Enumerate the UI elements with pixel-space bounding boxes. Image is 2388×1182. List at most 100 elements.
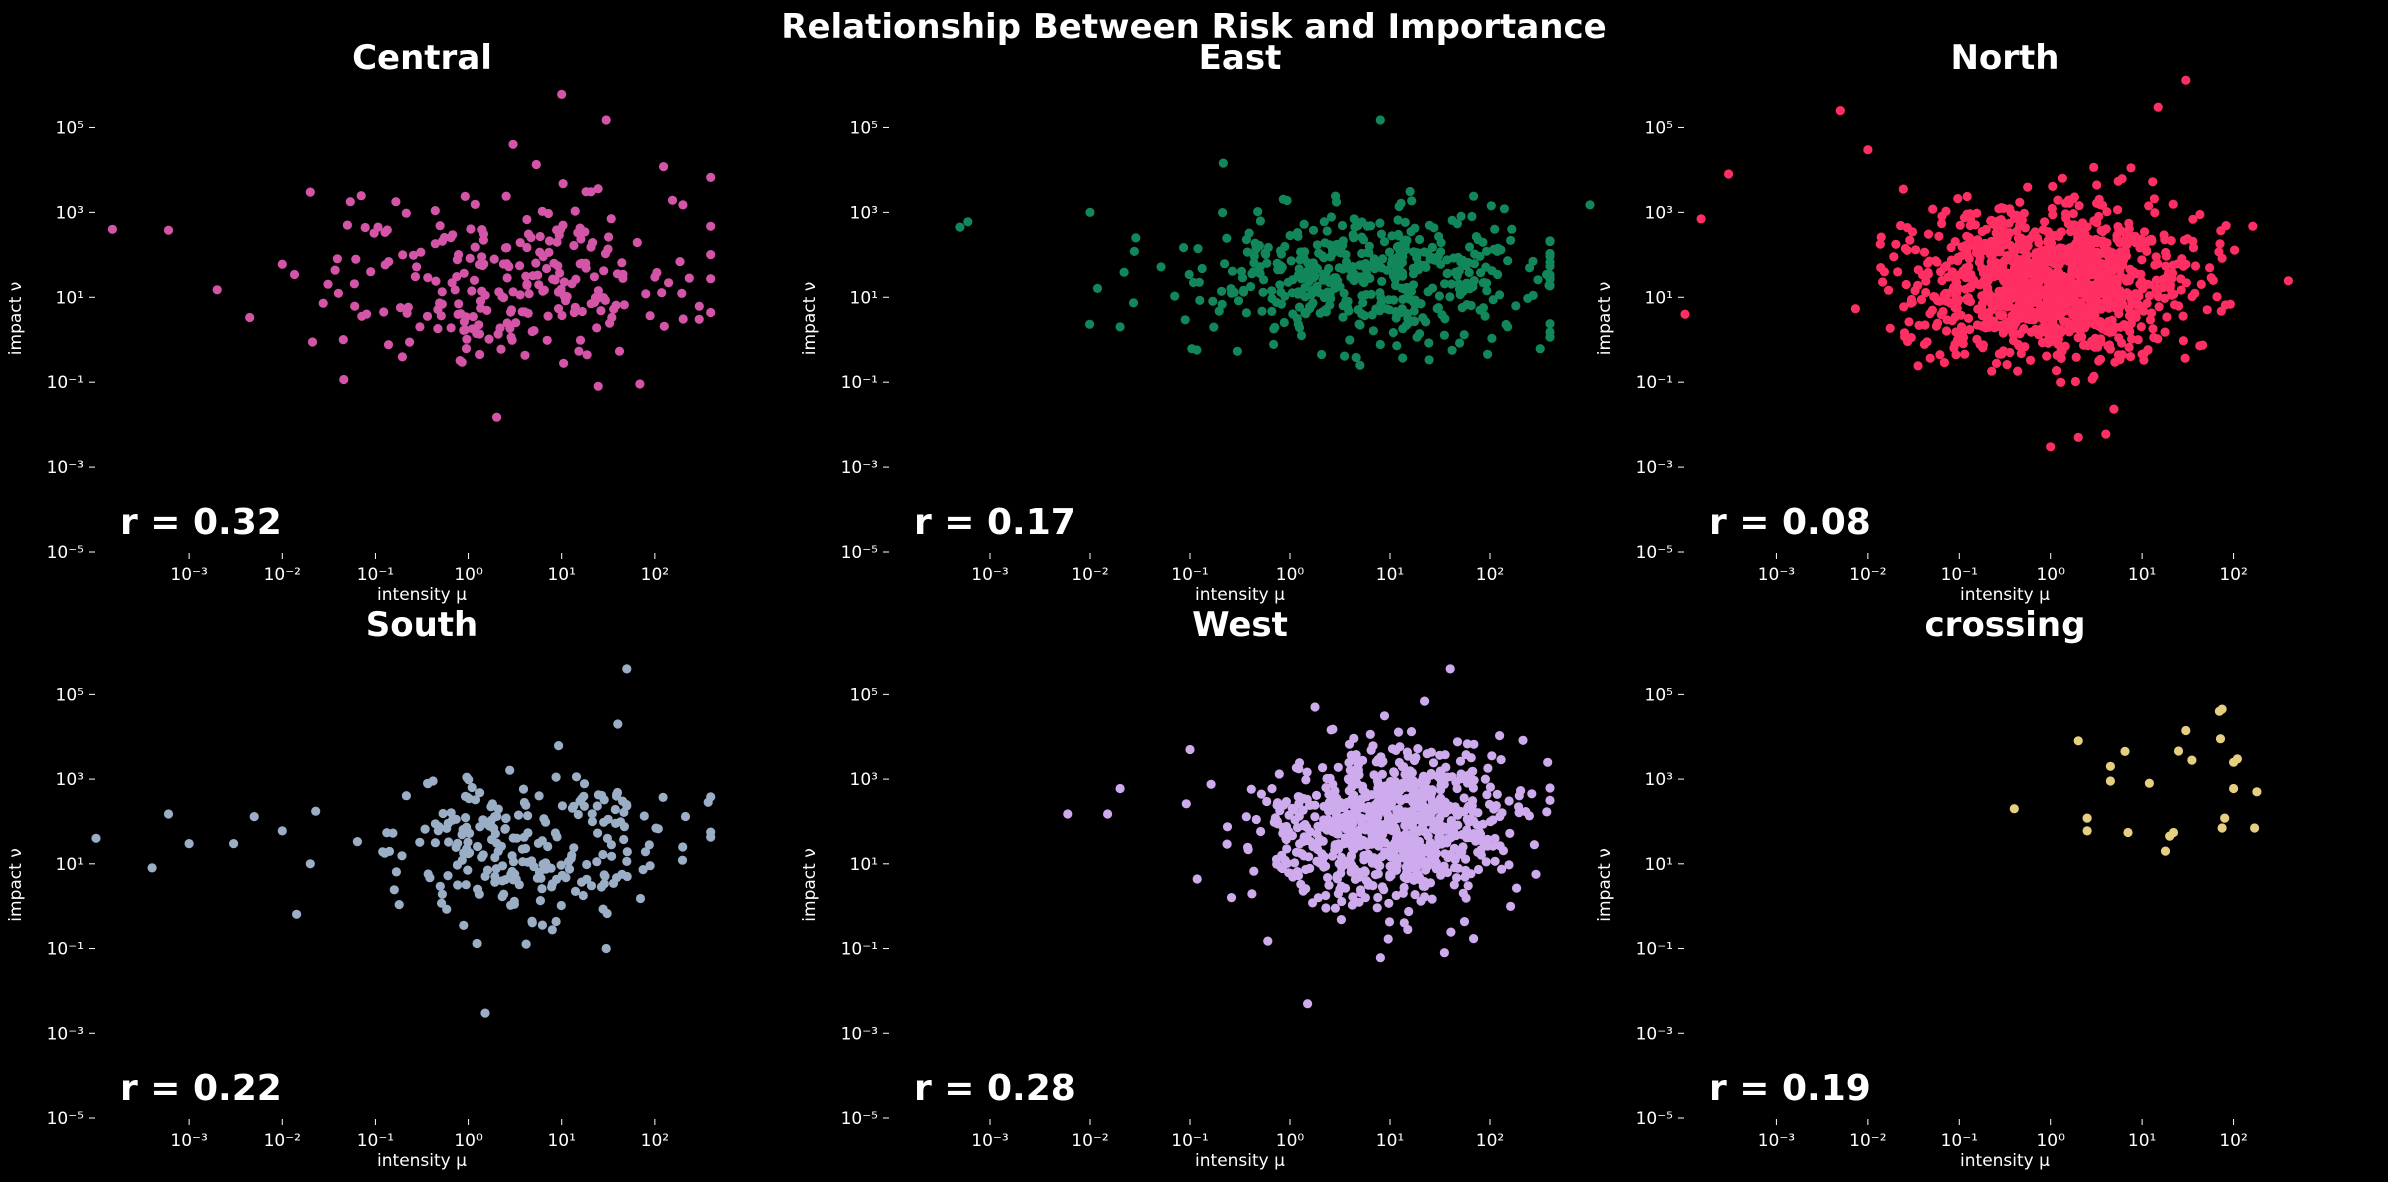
scatter-point <box>1504 860 1514 870</box>
scatter-point <box>1410 890 1420 900</box>
scatter-point <box>1310 271 1320 281</box>
scatter-point <box>1989 299 1999 309</box>
scatter-point <box>473 884 483 894</box>
scatter-point <box>517 844 528 854</box>
x-tick-label: 10² <box>1476 1131 1504 1151</box>
scatter-point <box>543 311 553 321</box>
scatter-point <box>2160 327 2170 337</box>
scatter-point <box>1469 934 1479 944</box>
scatter-point <box>1310 800 1320 810</box>
scatter-point <box>1876 232 1886 242</box>
scatter-point <box>1941 326 1952 336</box>
scatter-point <box>1384 898 1394 908</box>
scatter-point <box>2058 271 2068 281</box>
scatter-point <box>2115 355 2125 365</box>
scatter-point <box>1863 145 1873 155</box>
scatter-point <box>2120 746 2130 757</box>
scatter-point <box>599 795 609 805</box>
scatter-point <box>2055 243 2065 253</box>
scatter-point <box>1337 896 1347 907</box>
scatter-point <box>2034 271 2044 281</box>
scatter-point <box>2048 210 2058 220</box>
scatter-point <box>1218 158 1228 168</box>
scatter-point <box>1290 858 1300 868</box>
scatter-point <box>1449 843 1459 854</box>
scatter-point <box>558 220 568 230</box>
scatter-point <box>1462 739 1472 749</box>
scatter-point <box>1421 317 1431 327</box>
scatter-point <box>1962 191 1972 202</box>
scatter-point <box>1398 271 1408 281</box>
scatter-point <box>292 909 302 919</box>
scatter-point <box>475 296 486 306</box>
scatter-point <box>1325 773 1335 783</box>
scatter-point <box>531 159 541 170</box>
scatter-point <box>1496 755 1506 765</box>
scatter-point <box>1962 294 1972 304</box>
scatter-point <box>2217 704 2227 714</box>
scatter-point <box>1400 217 1410 227</box>
scatter-point <box>1355 360 1365 370</box>
scatter-point <box>1978 343 1988 353</box>
scatter-point <box>1220 259 1230 269</box>
scatter-point <box>1497 864 1507 874</box>
scatter-point <box>360 222 370 233</box>
y-tick-label: 10⁻⁵ <box>47 1109 84 1129</box>
scatter-point <box>635 893 646 904</box>
scatter-point <box>1310 812 1320 822</box>
scatter-point <box>1925 353 1935 363</box>
scatter-point <box>147 863 157 873</box>
scatter-point <box>1440 279 1450 289</box>
scatter-point <box>1545 319 1555 329</box>
scatter-point <box>1249 251 1259 261</box>
scatter-point <box>1487 751 1497 761</box>
scatter-point <box>1415 234 1425 245</box>
scatter-point <box>538 286 548 296</box>
scatter-point <box>430 239 440 249</box>
scatter-point <box>2107 300 2117 310</box>
scatter-point <box>2139 306 2149 316</box>
scatter-point <box>1337 860 1347 871</box>
scatter-point <box>2283 276 2293 286</box>
scatter-point <box>2095 354 2106 364</box>
scatter-point <box>675 257 685 267</box>
scatter-point <box>373 222 383 232</box>
scatter-point <box>1187 344 1197 354</box>
scatter-point <box>1389 767 1399 777</box>
scatter-point <box>2229 783 2239 794</box>
scatter-point <box>564 864 575 874</box>
scatter-point <box>1299 794 1309 804</box>
scatter-point <box>1911 245 1921 255</box>
scatter-point <box>1441 762 1451 772</box>
scatter-point <box>1369 254 1379 264</box>
scatter-point <box>1991 358 2002 368</box>
scatter-point <box>1527 789 1537 799</box>
x-tick-label: 10⁻¹ <box>1941 1131 1978 1151</box>
scatter-point <box>2011 282 2021 292</box>
scatter-point <box>1475 305 1485 315</box>
panel-west: West 10⁻⁵ 10⁻³ 10⁻¹ 10¹ 10³ 10⁵ 10⁻³ 10⁻² 10⁻¹ 10⁰… <box>800 605 1555 1171</box>
scatter-point <box>678 200 688 210</box>
scatter-point <box>1995 310 2005 320</box>
scatter-point <box>523 308 533 318</box>
scatter-point <box>1951 350 1961 360</box>
scatter-point <box>2103 341 2113 351</box>
scatter-point <box>619 300 629 310</box>
scatter-point <box>1241 812 1251 822</box>
scatter-point <box>1904 317 1914 327</box>
scatter-point <box>437 299 447 309</box>
scatter-point <box>459 325 469 335</box>
scatter-point <box>1296 274 1306 284</box>
scatter-point <box>1936 310 1946 320</box>
scatter-point <box>1348 780 1358 790</box>
scatter-point <box>2030 250 2041 260</box>
scatter-point <box>1247 889 1257 899</box>
scatter-point <box>619 807 629 818</box>
scatter-point <box>463 837 473 847</box>
scatter-point <box>1495 290 1505 300</box>
scatter-point <box>2075 279 2085 289</box>
scatter-point <box>569 240 579 251</box>
x-tick-label: 10⁻¹ <box>357 1131 394 1151</box>
scatter-point <box>2250 823 2260 833</box>
